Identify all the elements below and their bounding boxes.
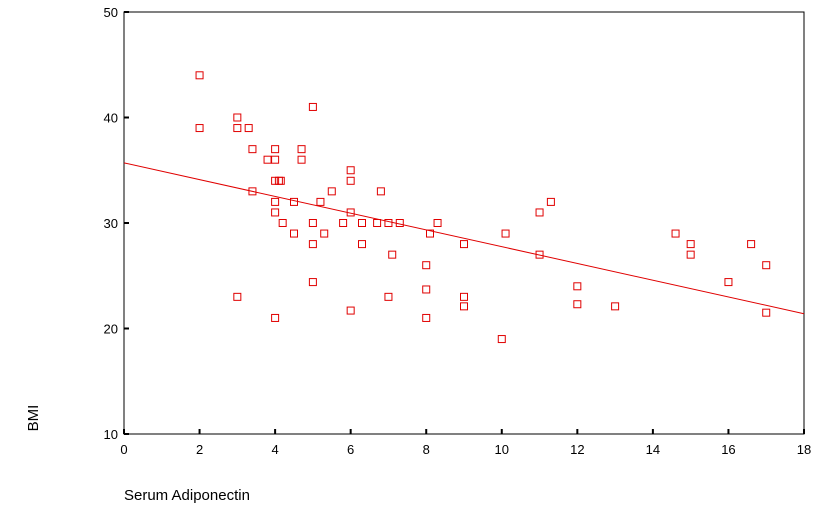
data-point xyxy=(497,335,506,344)
x-tick-label: 6 xyxy=(347,442,354,457)
data-point xyxy=(290,229,298,238)
data-point xyxy=(546,197,555,206)
data-point xyxy=(271,313,280,322)
data-point xyxy=(422,313,431,322)
data-point xyxy=(233,124,242,133)
data-point xyxy=(762,308,771,317)
data-point xyxy=(308,240,317,249)
data-point xyxy=(535,250,544,259)
data-point xyxy=(422,285,431,294)
data-point xyxy=(271,197,280,206)
data-point xyxy=(297,145,306,154)
data-point xyxy=(308,278,317,287)
data-point xyxy=(233,292,242,301)
plot-frame xyxy=(123,11,805,435)
data-point xyxy=(278,219,287,227)
data-point xyxy=(433,219,442,227)
data-point xyxy=(233,113,242,122)
y-axis: 10 20 30 40 50 xyxy=(104,5,129,442)
x-tick-label: 18 xyxy=(797,442,811,457)
data-point xyxy=(535,208,544,217)
x-tick-label: 8 xyxy=(423,442,430,457)
data-point xyxy=(460,292,468,301)
data-point xyxy=(248,145,257,154)
data-point xyxy=(244,124,253,133)
data-point xyxy=(271,155,280,164)
data-point xyxy=(573,282,582,291)
data-point xyxy=(346,306,355,315)
y-tick-label: 40 xyxy=(104,111,118,126)
data-point xyxy=(501,229,510,238)
data-point xyxy=(358,219,366,227)
y-tick-label: 10 xyxy=(104,427,118,442)
data-point xyxy=(195,71,204,80)
x-tick-label: 0 xyxy=(120,442,127,457)
data-point xyxy=(611,302,620,311)
data-point xyxy=(671,229,680,238)
x-axis: 0 2 4 6 8 10 12 14 16 18 xyxy=(120,429,811,457)
data-point xyxy=(290,197,298,206)
regression-line xyxy=(123,162,805,315)
data-point xyxy=(422,261,431,270)
data-point xyxy=(195,124,204,133)
data-point xyxy=(724,278,733,287)
data-point xyxy=(308,102,317,111)
data-point xyxy=(263,155,272,164)
data-point xyxy=(384,292,393,301)
data-point xyxy=(320,229,329,238)
data-point xyxy=(686,240,695,249)
data-point xyxy=(747,240,756,249)
x-tick-label: 10 xyxy=(495,442,509,457)
data-point xyxy=(573,300,582,309)
data-points xyxy=(195,71,771,344)
y-tick-label: 50 xyxy=(104,5,118,20)
x-axis-title: Serum Adiponectin xyxy=(124,487,250,504)
y-tick-label: 20 xyxy=(104,322,118,337)
data-point xyxy=(373,219,382,227)
data-point xyxy=(358,240,366,249)
x-tick-label: 14 xyxy=(646,442,660,457)
x-tick-label: 16 xyxy=(721,442,735,457)
data-point xyxy=(346,208,355,217)
data-point xyxy=(276,176,285,185)
data-point xyxy=(271,145,280,154)
data-point xyxy=(346,166,355,175)
data-point xyxy=(297,155,306,164)
data-point xyxy=(388,250,397,259)
x-tick-label: 4 xyxy=(271,442,278,457)
y-tick-label: 30 xyxy=(104,216,118,231)
data-point xyxy=(339,219,348,227)
x-tick-label: 12 xyxy=(570,442,584,457)
data-point xyxy=(460,302,468,311)
data-point xyxy=(316,197,325,206)
data-point xyxy=(248,187,257,196)
data-point xyxy=(426,229,434,238)
data-point xyxy=(460,240,468,249)
data-point xyxy=(346,176,355,185)
data-point xyxy=(395,219,404,227)
data-point xyxy=(686,250,695,259)
data-point xyxy=(376,187,385,196)
data-point xyxy=(384,219,393,227)
data-point xyxy=(308,219,317,227)
y-axis-title: BMI xyxy=(25,405,42,432)
data-point xyxy=(271,208,280,217)
data-point xyxy=(327,187,336,196)
x-tick-label: 2 xyxy=(196,442,203,457)
data-point xyxy=(762,261,771,270)
